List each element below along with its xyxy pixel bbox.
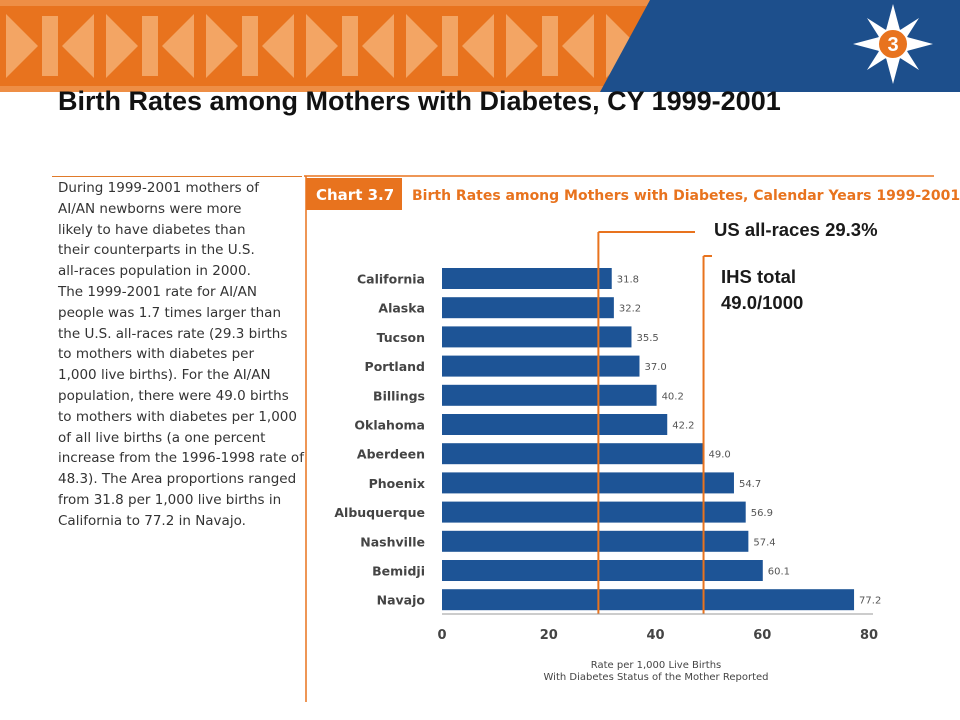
bar bbox=[442, 297, 614, 319]
body-text-line: all-races population in 2000. bbox=[58, 263, 251, 280]
bar-value-label: 40.2 bbox=[662, 391, 684, 402]
bar bbox=[442, 384, 657, 406]
x-tick-label: 0 bbox=[437, 628, 446, 643]
bar-value-label: 37.0 bbox=[644, 362, 666, 373]
bar bbox=[442, 414, 668, 435]
left-divider-rule bbox=[52, 176, 302, 177]
bar bbox=[442, 355, 640, 377]
x-tick-label: 80 bbox=[860, 628, 878, 643]
body-text-line: to mothers with diabetes per 1,000 bbox=[58, 408, 297, 425]
body-text-line: increase from the 1996-1998 rate of bbox=[58, 450, 304, 467]
bar bbox=[442, 472, 734, 494]
bar-value-label: 56.9 bbox=[751, 508, 773, 519]
category-label: Billings bbox=[373, 388, 425, 403]
category-label: Nashville bbox=[360, 534, 425, 549]
bar bbox=[442, 560, 763, 581]
bar-value-label: 32.2 bbox=[619, 304, 641, 315]
chart-title: Birth Rates among Mothers with Diabetes,… bbox=[412, 188, 960, 204]
badge-number: 3 bbox=[887, 34, 898, 56]
body-text-line: the U.S. all-races rate (29.3 births bbox=[58, 325, 288, 342]
x-axis-title: Rate per 1,000 Live Births bbox=[591, 660, 722, 671]
category-label: Navajo bbox=[377, 593, 426, 608]
chart-label: Chart 3.7 bbox=[316, 186, 394, 204]
chart-label-box bbox=[306, 178, 402, 210]
bar-value-label: 77.2 bbox=[859, 596, 881, 607]
us-all-races-callout: US all-races 29.3% bbox=[712, 218, 880, 242]
bar bbox=[442, 326, 632, 348]
category-label: Portland bbox=[365, 359, 425, 374]
category-label: Alaska bbox=[378, 301, 425, 316]
category-label: Albuquerque bbox=[334, 505, 425, 520]
x-axis-title: With Diabetes Status of the Mother Repor… bbox=[544, 672, 769, 683]
body-text-line: from 31.8 per 1,000 live births in bbox=[58, 491, 282, 508]
ihs-callout-line-1: IHS total bbox=[721, 266, 797, 287]
body-text-line: likely to have diabetes than bbox=[58, 221, 246, 238]
bar-value-label: 54.7 bbox=[739, 479, 761, 490]
body-paragraph: During 1999-2001 mothers of AI/AN newborn… bbox=[58, 178, 304, 532]
bar-value-label: 42.2 bbox=[672, 421, 694, 432]
bar bbox=[442, 268, 612, 289]
category-label: Phoenix bbox=[369, 476, 425, 491]
x-tick-label: 40 bbox=[646, 628, 664, 643]
body-text-line: to mothers with diabetes per bbox=[58, 346, 255, 363]
body-text-line: 1,000 live births). For the AI/AN bbox=[58, 367, 271, 384]
category-label: Tucson bbox=[377, 330, 425, 345]
bar-value-label: 60.1 bbox=[768, 567, 790, 578]
header-banner: 3 bbox=[0, 0, 960, 92]
slide-title: Birth Rates among Mothers with Diabetes,… bbox=[58, 86, 781, 116]
body-text-line: 48.3). The Area proportions ranged bbox=[58, 471, 297, 488]
x-tick-label: 60 bbox=[753, 628, 771, 643]
category-label: Bemidji bbox=[372, 564, 425, 579]
body-text-line: The 1999-2001 rate for AI/AN bbox=[58, 283, 257, 300]
category-label: Aberdeen bbox=[357, 447, 425, 462]
banner-dark-panel bbox=[600, 0, 960, 92]
bar bbox=[442, 443, 704, 465]
category-label: California bbox=[357, 272, 425, 287]
body-text-line: their counterparts in the U.S. bbox=[58, 242, 255, 259]
body-text-line: of all live births (a one percent bbox=[58, 429, 266, 446]
bar-value-label: 35.5 bbox=[636, 333, 658, 344]
bar bbox=[442, 589, 855, 611]
body-text-line: people was 1.7 times larger than bbox=[58, 304, 282, 321]
x-tick-label: 20 bbox=[540, 628, 558, 643]
bar bbox=[442, 530, 749, 552]
body-text-line: During 1999-2001 mothers of bbox=[58, 180, 259, 196]
category-label: Oklahoma bbox=[354, 418, 425, 433]
body-text-line: population, there were 49.0 births bbox=[58, 387, 289, 404]
bar-value-label: 31.8 bbox=[617, 275, 639, 286]
ihs-callout-line-2: 49.0/1000 bbox=[721, 292, 804, 313]
bar-value-label: 49.0 bbox=[709, 450, 731, 461]
bar bbox=[442, 501, 746, 523]
body-text-line: California to 77.2 in Navajo. bbox=[58, 512, 246, 529]
body-text-line: AI/AN newborns were more bbox=[58, 200, 242, 217]
bar-value-label: 57.4 bbox=[753, 537, 775, 548]
ihs-total-callout: IHS total 49.0/1000 bbox=[712, 262, 808, 318]
star-badge-icon: 3 bbox=[853, 4, 933, 84]
